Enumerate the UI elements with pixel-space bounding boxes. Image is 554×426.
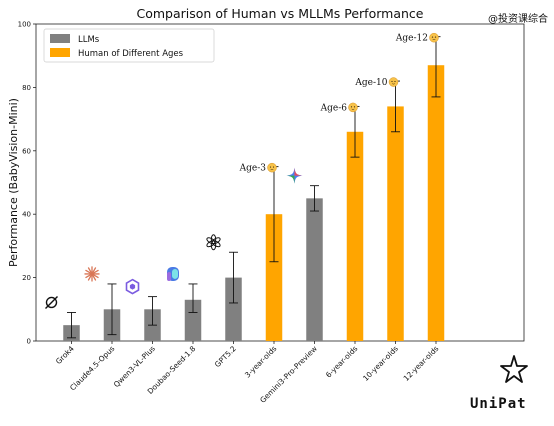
x-tick-label: 10-year-olds	[361, 344, 400, 383]
claude-logo-icon	[84, 266, 100, 282]
y-axis-label: Performance (BabyVision-Mini)	[7, 98, 20, 267]
bar	[306, 198, 323, 341]
x-tick-labels: Grok4Claude4.5-OpusQwen3-VL-PlusDoubao-S…	[54, 341, 441, 405]
legend: LLMs Human of Different Ages	[43, 28, 215, 63]
legend-swatch	[50, 34, 70, 43]
age-label: Age-6	[320, 103, 348, 113]
watermark-text: @投资课综合	[488, 12, 548, 25]
legend-swatch	[50, 48, 70, 57]
y-tick-label: 80	[22, 84, 31, 92]
bar	[346, 131, 364, 341]
age-label: Age-3	[239, 164, 267, 174]
x-tick-label: Qwen3-VL-Plus	[112, 344, 157, 389]
qwen-logo-icon	[125, 278, 140, 295]
baby-face-icon	[429, 32, 439, 43]
annotations: Age-3 Age-6 Age-10 Age-12	[45, 32, 439, 309]
x-tick-label: 12-year-olds	[402, 344, 441, 383]
bars	[63, 65, 445, 342]
bar	[184, 299, 202, 341]
legend-entry: LLMs	[78, 35, 100, 45]
x-tick-label: 3-year-olds	[243, 344, 279, 380]
x-tick-label: 6-year-olds	[324, 344, 360, 380]
openai-logo-icon	[206, 234, 221, 251]
x-tick-label: GPT5.2	[213, 344, 238, 369]
x-tick-label: Grok4	[54, 344, 76, 366]
bar	[265, 214, 283, 341]
bar	[225, 277, 242, 341]
age-label: Age-12	[395, 34, 428, 44]
chart-title: Comparison of Human vs MLLMs Performance	[137, 6, 424, 21]
baby-face-icon	[348, 102, 358, 113]
unipat-brand: UniPat	[470, 355, 528, 412]
bar	[427, 65, 445, 342]
legend-entry: Human of Different Ages	[78, 49, 184, 59]
brand-name: UniPat	[470, 396, 527, 412]
y-tick-label: 100	[18, 21, 31, 29]
y-tick-label: 0	[27, 338, 31, 346]
baby-face-icon	[267, 162, 277, 173]
unipat-logo-icon	[500, 355, 528, 383]
y-tick-label: 20	[22, 274, 31, 282]
legend-box	[43, 28, 215, 63]
gemini-logo-icon	[286, 167, 303, 184]
y-tick-label: 40	[22, 211, 31, 219]
age-label: Age-10	[354, 78, 387, 88]
x-tick-label: Claude4.5-Opus	[68, 344, 116, 392]
grok-logo-icon	[45, 295, 58, 309]
y-ticks: 0 20 40 60 80 100	[18, 21, 36, 346]
y-tick-label: 60	[22, 147, 31, 155]
bar	[387, 106, 404, 341]
error-bars	[67, 36, 441, 339]
doubao-logo-icon	[167, 266, 179, 281]
baby-face-icon	[388, 77, 399, 87]
